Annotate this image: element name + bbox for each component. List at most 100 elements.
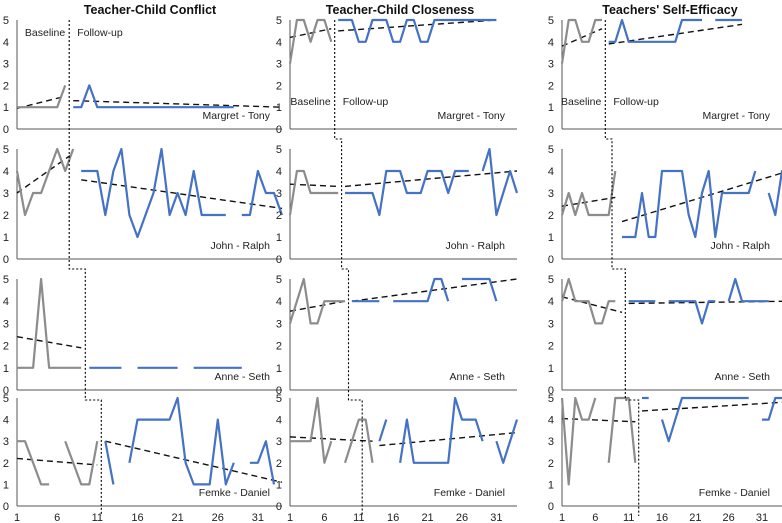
phase-label-baseline: Baseline: [290, 96, 330, 108]
x-tick-label: 31: [490, 512, 502, 523]
followup-series-segment-1: [660, 396, 749, 443]
y-tick-label: 3: [548, 59, 554, 71]
followup-series-segment-1: [481, 147, 519, 217]
y-tick-label: 0: [3, 124, 9, 136]
followup-series-segment-0: [378, 419, 388, 442]
trend-line-baseline: [16, 336, 82, 349]
y-tick-label: 2: [276, 210, 282, 222]
x-tick-label: 6: [54, 512, 60, 523]
y-tick-label: 0: [276, 501, 282, 513]
y-tick-label: 3: [276, 436, 282, 448]
y-tick-label: 2: [276, 80, 282, 92]
phase-label-followup: Follow-up: [343, 96, 389, 108]
x-tick-label: 1: [14, 512, 20, 523]
baseline-series-segment-0: [290, 396, 333, 464]
y-tick-label: 1: [548, 363, 554, 375]
followup-series-segment-1: [241, 169, 284, 217]
x-tick-label: 31: [756, 512, 768, 523]
y-tick-label: 3: [548, 436, 554, 448]
x-tick-label: 6: [592, 512, 598, 523]
y-tick-label: 5: [548, 274, 554, 286]
baseline-series-segment-0: [17, 85, 67, 109]
panel-label: John - Ralph: [210, 240, 270, 252]
phase-change-line: [334, 20, 363, 516]
trend-line-baseline: [16, 152, 74, 194]
y-tick-label: 5: [3, 274, 9, 286]
x-tick-label: 21: [421, 512, 433, 523]
followup-series-segment-2: [727, 277, 769, 303]
followup-series-segment-0: [608, 18, 702, 43]
baseline-series-segment-1: [343, 418, 374, 464]
followup-series-segment-2: [762, 396, 782, 421]
panel-label: Margret - Tony: [438, 110, 506, 122]
x-tick-label: 26: [212, 512, 224, 523]
trend-line-baseline: [561, 296, 623, 313]
x-tick-label: 21: [689, 512, 701, 523]
baseline-series-segment-0: [560, 18, 602, 64]
panel-label: John - Ralph: [710, 240, 770, 252]
followup-series-segment-1: [399, 396, 484, 464]
followup-series-segment-1: [668, 300, 716, 325]
x-tick-label: 16: [656, 512, 668, 523]
trend-line-baseline: [16, 95, 66, 109]
phase-label-followup: Follow-up: [613, 96, 659, 108]
panel-label: John - Ralph: [445, 240, 505, 252]
x-tick-label: 31: [252, 512, 264, 523]
y-tick-label: 5: [3, 15, 9, 27]
y-tick-label: 0: [276, 254, 282, 266]
y-tick-label: 3: [548, 318, 554, 330]
trend-line-followup: [351, 278, 518, 302]
followup-series-segment-1: [393, 277, 450, 303]
baseline-series-segment-0: [17, 277, 82, 369]
y-tick-label: 3: [3, 436, 9, 448]
panel-label: Femke - Daniel: [699, 487, 770, 499]
y-tick-label: 0: [548, 254, 554, 266]
baseline-series-segment-0: [288, 18, 333, 64]
y-tick-label: 2: [3, 210, 9, 222]
y-tick-label: 1: [3, 232, 9, 244]
y-tick-label: 2: [548, 341, 554, 353]
y-tick-label: 3: [548, 188, 554, 200]
followup-series-segment-0: [345, 169, 469, 217]
y-tick-label: 4: [548, 296, 554, 308]
y-tick-label: 0: [3, 501, 9, 513]
y-tick-label: 1: [276, 102, 282, 114]
followup-series-segment-2: [462, 277, 498, 302]
column-title-2: Teachers' Self-Efficacy: [602, 3, 737, 17]
panel-label: Margret - Tony: [703, 110, 771, 122]
baseline-series-segment-0: [15, 147, 75, 217]
followup-series-segment-1: [128, 396, 235, 486]
panel-label: Femke - Daniel: [434, 487, 505, 499]
x-tick-label: 1: [559, 512, 565, 523]
y-tick-label: 1: [276, 232, 282, 244]
y-tick-label: 2: [276, 458, 282, 470]
trend-line-followup: [73, 99, 283, 108]
baseline-series-segment-1: [64, 440, 99, 486]
x-tick-label: 1: [287, 512, 293, 523]
y-tick-label: 2: [3, 458, 9, 470]
y-tick-label: 2: [548, 210, 554, 222]
y-tick-label: 1: [276, 363, 282, 375]
phase-change-line: [68, 20, 102, 516]
x-tick-label: 11: [623, 512, 634, 523]
y-tick-label: 4: [548, 166, 554, 178]
y-tick-label: 2: [548, 80, 554, 92]
phase-change-line: [604, 20, 640, 516]
trend-line-followup: [105, 440, 283, 483]
trend-line-baseline: [16, 457, 98, 466]
y-tick-label: 4: [3, 166, 9, 178]
trend-line-followup: [344, 170, 518, 188]
x-tick-label: 11: [92, 512, 103, 523]
x-tick-label: 21: [171, 512, 183, 523]
followup-series-segment-0: [338, 18, 497, 43]
followup-series-segment-0: [73, 84, 234, 109]
panel-label: Anne - Seth: [215, 371, 271, 383]
panel-label: Anne - Seth: [715, 371, 771, 383]
followup-series-segment-2: [495, 419, 519, 464]
baseline-series-segment-0: [560, 277, 616, 325]
baseline-series-segment-0: [288, 169, 339, 216]
y-tick-label: 4: [276, 296, 282, 308]
trend-line-baseline: [289, 300, 346, 312]
y-tick-label: 3: [3, 318, 9, 330]
